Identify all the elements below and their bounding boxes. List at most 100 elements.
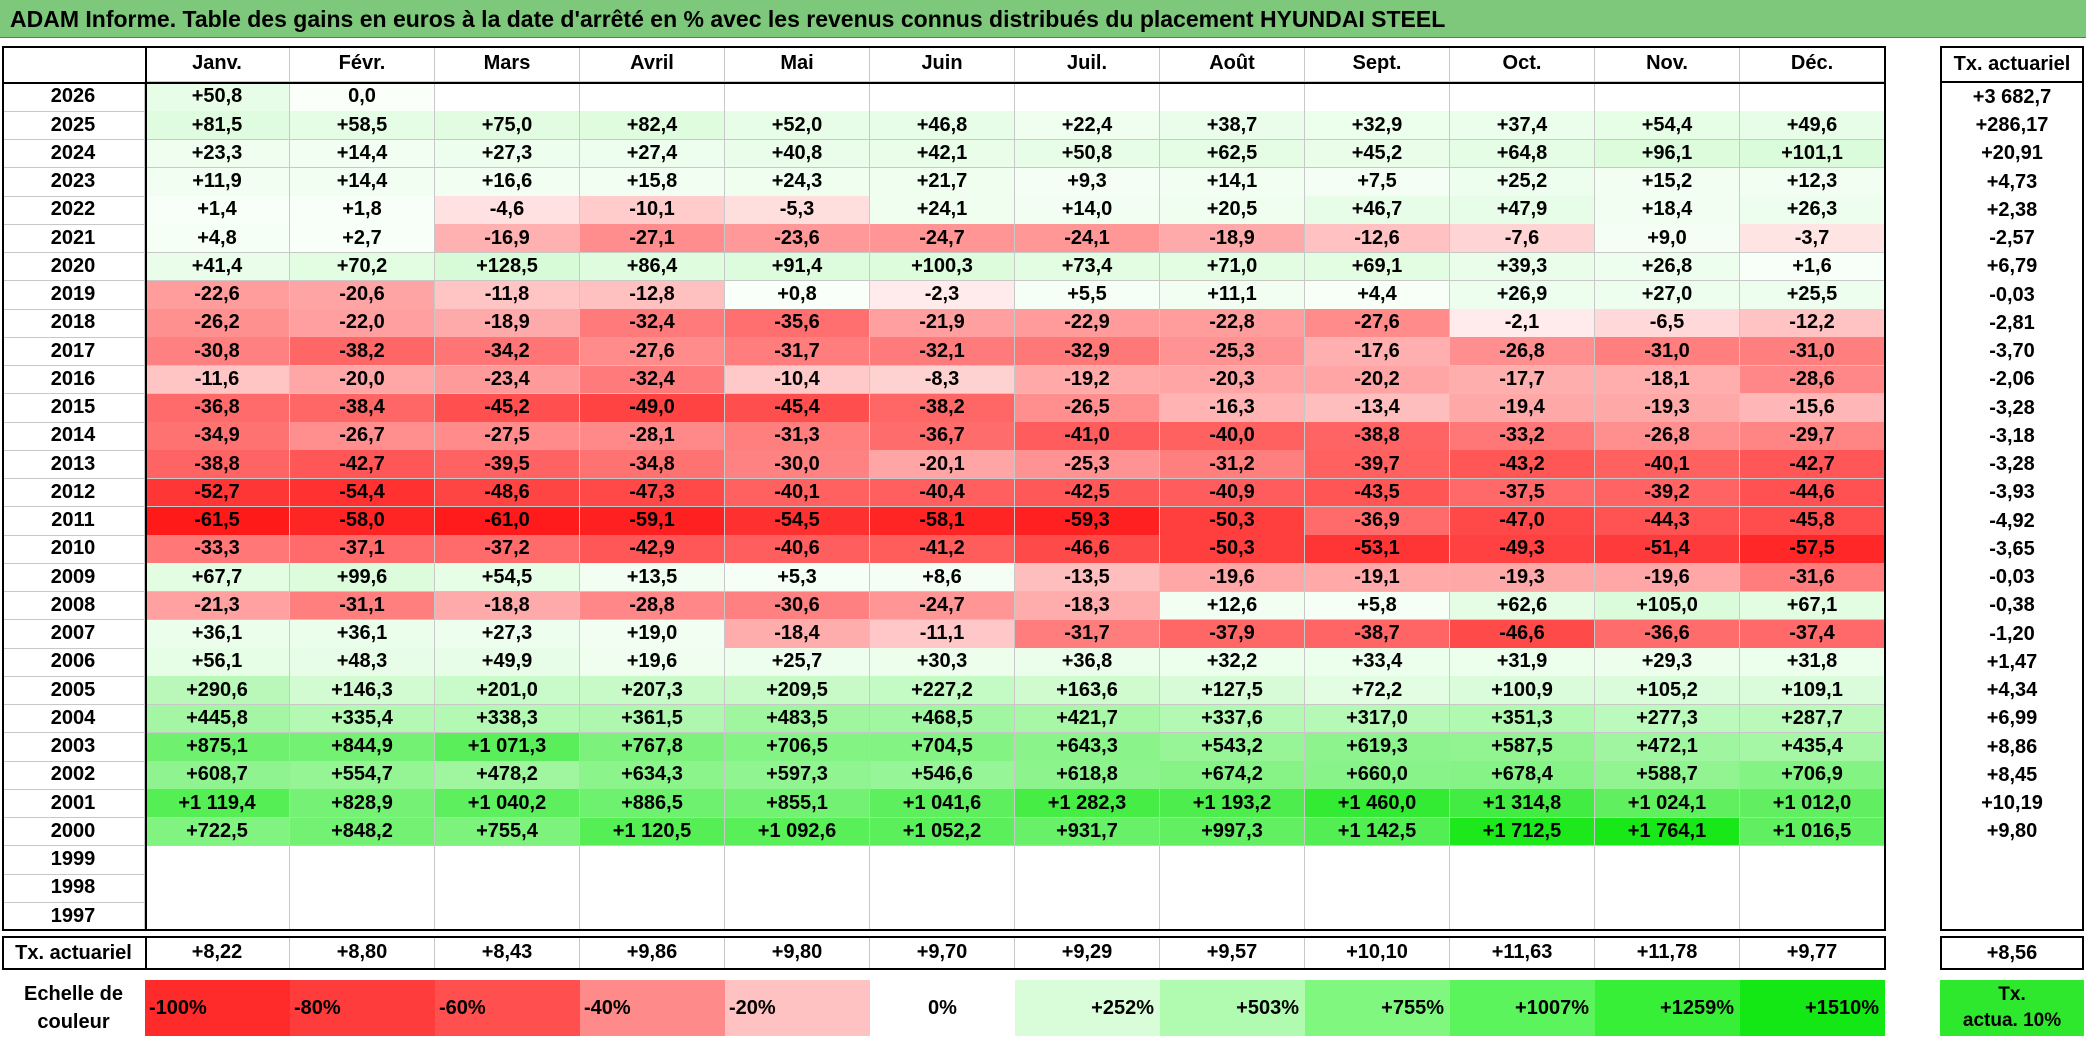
tx-cell: -3,65 bbox=[1989, 537, 2035, 560]
legend-tx-line: Tx. bbox=[1998, 984, 2026, 1005]
legend-step: +1259% bbox=[1595, 980, 1740, 1036]
table-cell: -18,9 bbox=[435, 309, 580, 338]
legend-step: -40% bbox=[580, 980, 725, 1036]
table-cell: -19,1 bbox=[1305, 563, 1450, 592]
table-cell: +546,6 bbox=[870, 761, 1015, 790]
table-cell: -20,2 bbox=[1305, 365, 1450, 395]
table-cell: -38,2 bbox=[290, 337, 435, 366]
table-cell: +1 142,5 bbox=[1305, 817, 1450, 847]
table-cell: +109,1 bbox=[1740, 676, 1885, 705]
table-cell: -30,6 bbox=[725, 591, 870, 621]
year-label: 2006 bbox=[2, 648, 145, 677]
month-header: Oct. bbox=[1450, 46, 1595, 82]
table-cell: -39,7 bbox=[1305, 450, 1450, 479]
table-cell: -8,3 bbox=[870, 365, 1015, 395]
legend-tx-line: actua. 10% bbox=[1962, 1010, 2062, 1031]
table-cell: +1 016,5 bbox=[1740, 817, 1885, 847]
table-cell: -7,6 bbox=[1450, 224, 1595, 253]
table-cell: +587,5 bbox=[1450, 732, 1595, 762]
table-cell bbox=[870, 845, 1015, 875]
year-label: 2010 bbox=[2, 535, 145, 564]
tx-cell: -2,81 bbox=[1989, 311, 2035, 334]
table-cell: +20,5 bbox=[1160, 196, 1305, 225]
table-cell bbox=[580, 902, 725, 931]
year-label: 2021 bbox=[2, 224, 145, 253]
table-cell: +128,5 bbox=[435, 252, 580, 282]
table-cell: -19,2 bbox=[1015, 365, 1160, 395]
table-cell: -51,4 bbox=[1595, 535, 1740, 564]
table-cell: +26,9 bbox=[1450, 280, 1595, 310]
table-cell: -31,2 bbox=[1160, 450, 1305, 479]
table-cell: -22,0 bbox=[290, 309, 435, 338]
table-cell: +24,3 bbox=[725, 167, 870, 197]
year-label: 2000 bbox=[2, 817, 145, 847]
table-cell: +209,5 bbox=[725, 676, 870, 705]
legend-step: -80% bbox=[290, 980, 435, 1036]
table-cell: +207,3 bbox=[580, 676, 725, 705]
table-cell: +1,6 bbox=[1740, 252, 1885, 282]
table-cell: -37,4 bbox=[1740, 619, 1885, 649]
table-cell bbox=[1595, 874, 1740, 903]
table-cell: -29,7 bbox=[1740, 422, 1885, 451]
table-cell bbox=[725, 845, 870, 875]
year-label: 2016 bbox=[2, 365, 145, 395]
tx-cell: -2,06 bbox=[1989, 368, 2035, 391]
table-cell: -45,2 bbox=[435, 393, 580, 423]
month-header: Sept. bbox=[1305, 46, 1450, 82]
tx-cell: +6,79 bbox=[1986, 255, 2038, 278]
table-cell: +58,5 bbox=[290, 111, 435, 140]
footer-cell: +11,63 bbox=[1450, 936, 1595, 970]
table-cell: -30,8 bbox=[145, 337, 290, 366]
table-cell: -24,7 bbox=[870, 591, 1015, 621]
table-cell: +678,4 bbox=[1450, 761, 1595, 790]
table-cell: +4,4 bbox=[1305, 280, 1450, 310]
table-cell: +483,5 bbox=[725, 704, 870, 734]
year-label: 2012 bbox=[2, 478, 145, 508]
table-cell: +91,4 bbox=[725, 252, 870, 282]
table-cell: +997,3 bbox=[1160, 817, 1305, 847]
table-cell: +597,3 bbox=[725, 761, 870, 790]
table-cell: +12,3 bbox=[1740, 167, 1885, 197]
table-cell: -13,5 bbox=[1015, 563, 1160, 592]
table-cell: +674,2 bbox=[1160, 761, 1305, 790]
table-cell: +848,2 bbox=[290, 817, 435, 847]
table-cell: +99,6 bbox=[290, 563, 435, 592]
year-label: 2026 bbox=[2, 83, 145, 112]
table-cell: +287,7 bbox=[1740, 704, 1885, 734]
table-cell: +36,1 bbox=[290, 619, 435, 649]
table-cell: +19,0 bbox=[580, 619, 725, 649]
table-cell: -41,0 bbox=[1015, 422, 1160, 451]
table-cell bbox=[1015, 83, 1160, 112]
table-cell bbox=[870, 902, 1015, 931]
table-cell: +81,5 bbox=[145, 111, 290, 140]
table-cell: +643,3 bbox=[1015, 732, 1160, 762]
month-header: Nov. bbox=[1595, 46, 1740, 82]
table-cell: +554,7 bbox=[290, 761, 435, 790]
table-cell: +14,4 bbox=[290, 167, 435, 197]
table-cell: -26,7 bbox=[290, 422, 435, 451]
table-cell: -19,3 bbox=[1450, 563, 1595, 592]
table-cell bbox=[1595, 845, 1740, 875]
table-cell: +21,7 bbox=[870, 167, 1015, 197]
table-cell: -30,0 bbox=[725, 450, 870, 479]
table-cell: +421,7 bbox=[1015, 704, 1160, 734]
table-cell: +37,4 bbox=[1450, 111, 1595, 140]
legend-step: +503% bbox=[1160, 980, 1305, 1036]
table-cell bbox=[435, 902, 580, 931]
table-cell: +16,6 bbox=[435, 167, 580, 197]
footer-cell: +10,10 bbox=[1305, 936, 1450, 970]
table-cell: -11,8 bbox=[435, 280, 580, 310]
table-cell: -13,4 bbox=[1305, 393, 1450, 423]
table-cell: -43,2 bbox=[1450, 450, 1595, 479]
table-cell: +472,1 bbox=[1595, 732, 1740, 762]
table-cell: -22,8 bbox=[1160, 309, 1305, 338]
table-cell: -42,7 bbox=[290, 450, 435, 479]
table-cell: +468,5 bbox=[870, 704, 1015, 734]
table-cell: -37,1 bbox=[290, 535, 435, 564]
table-cell: +619,3 bbox=[1305, 732, 1450, 762]
header-divider bbox=[2, 82, 1885, 84]
table-cell: +1 282,3 bbox=[1015, 789, 1160, 818]
table-cell: +73,4 bbox=[1015, 252, 1160, 282]
table-cell bbox=[1305, 874, 1450, 903]
table-cell bbox=[725, 902, 870, 931]
